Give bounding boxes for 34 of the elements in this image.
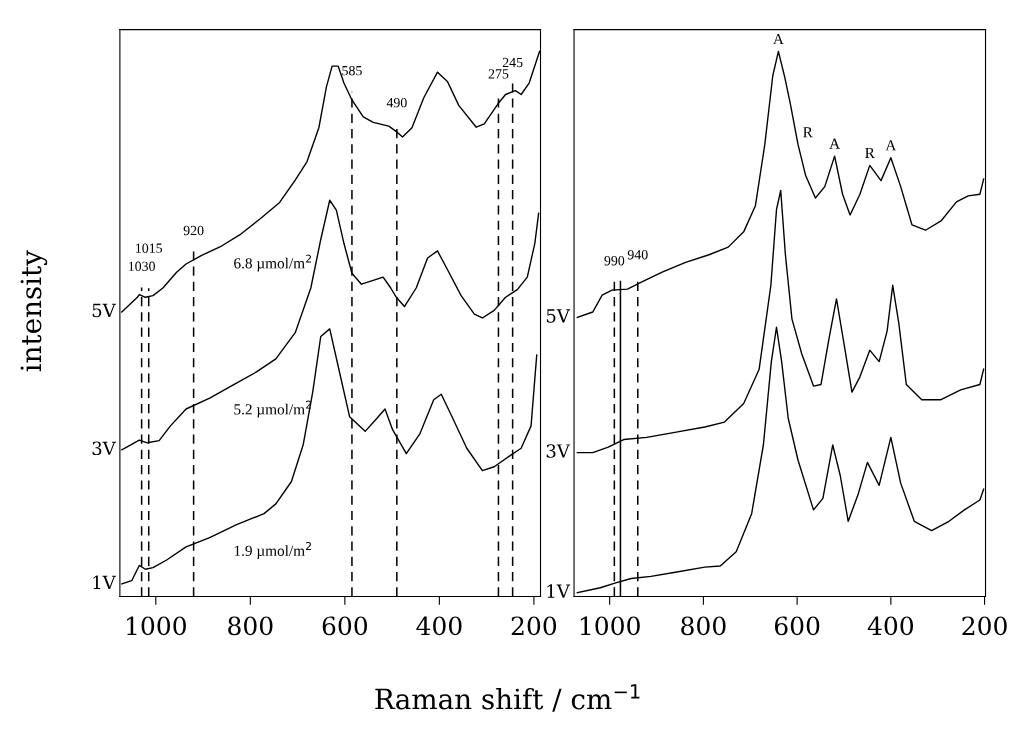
annotation: R bbox=[803, 127, 813, 138]
series-label: 5V bbox=[546, 309, 571, 323]
ref-line-label: 275 bbox=[488, 69, 509, 79]
annotation: A bbox=[773, 33, 784, 45]
annotation: A bbox=[885, 140, 897, 151]
x-tick-label: 400 bbox=[867, 616, 914, 636]
annotation: 6.8 µmol/m$^{2}$ bbox=[234, 254, 311, 272]
ref-line-label: 990 bbox=[604, 256, 625, 266]
x-tick-label: 400 bbox=[416, 616, 462, 636]
x-tick-label: 600 bbox=[322, 616, 368, 636]
y-axis-title: intensity bbox=[20, 250, 48, 372]
x-tick-label: 800 bbox=[681, 616, 726, 636]
ref-line-label: 1030 bbox=[128, 261, 155, 271]
x-tick-label: 200 bbox=[511, 616, 557, 636]
ref-line-label: 585 bbox=[342, 65, 362, 76]
x-axis-title: Raman shift / cm$^{−1}$ bbox=[375, 684, 640, 712]
annotation: 1.9 µmol/m$^{2}$ bbox=[234, 541, 311, 560]
series-label: 1V bbox=[93, 575, 116, 589]
x-tick-label: 1000 bbox=[580, 616, 640, 636]
series-label: 3V bbox=[92, 441, 116, 456]
series-label: 1V bbox=[547, 584, 571, 598]
series-label: 3V bbox=[546, 444, 571, 458]
x-tick-label: 600 bbox=[774, 616, 820, 636]
x-tick-label: 800 bbox=[228, 616, 273, 636]
x-tick-label: 1000 bbox=[127, 616, 186, 636]
ref-line-label: 490 bbox=[386, 97, 407, 108]
annotation: A bbox=[829, 138, 841, 149]
series-label: 5V bbox=[92, 303, 116, 318]
ref-line-label: 940 bbox=[627, 250, 648, 260]
ref-line-label: 1015 bbox=[136, 243, 163, 253]
x-tick-label: 200 bbox=[962, 616, 1007, 636]
ref-line-label: 920 bbox=[183, 225, 204, 236]
annotation: R bbox=[865, 147, 875, 158]
ref-line-label: 245 bbox=[502, 57, 523, 68]
